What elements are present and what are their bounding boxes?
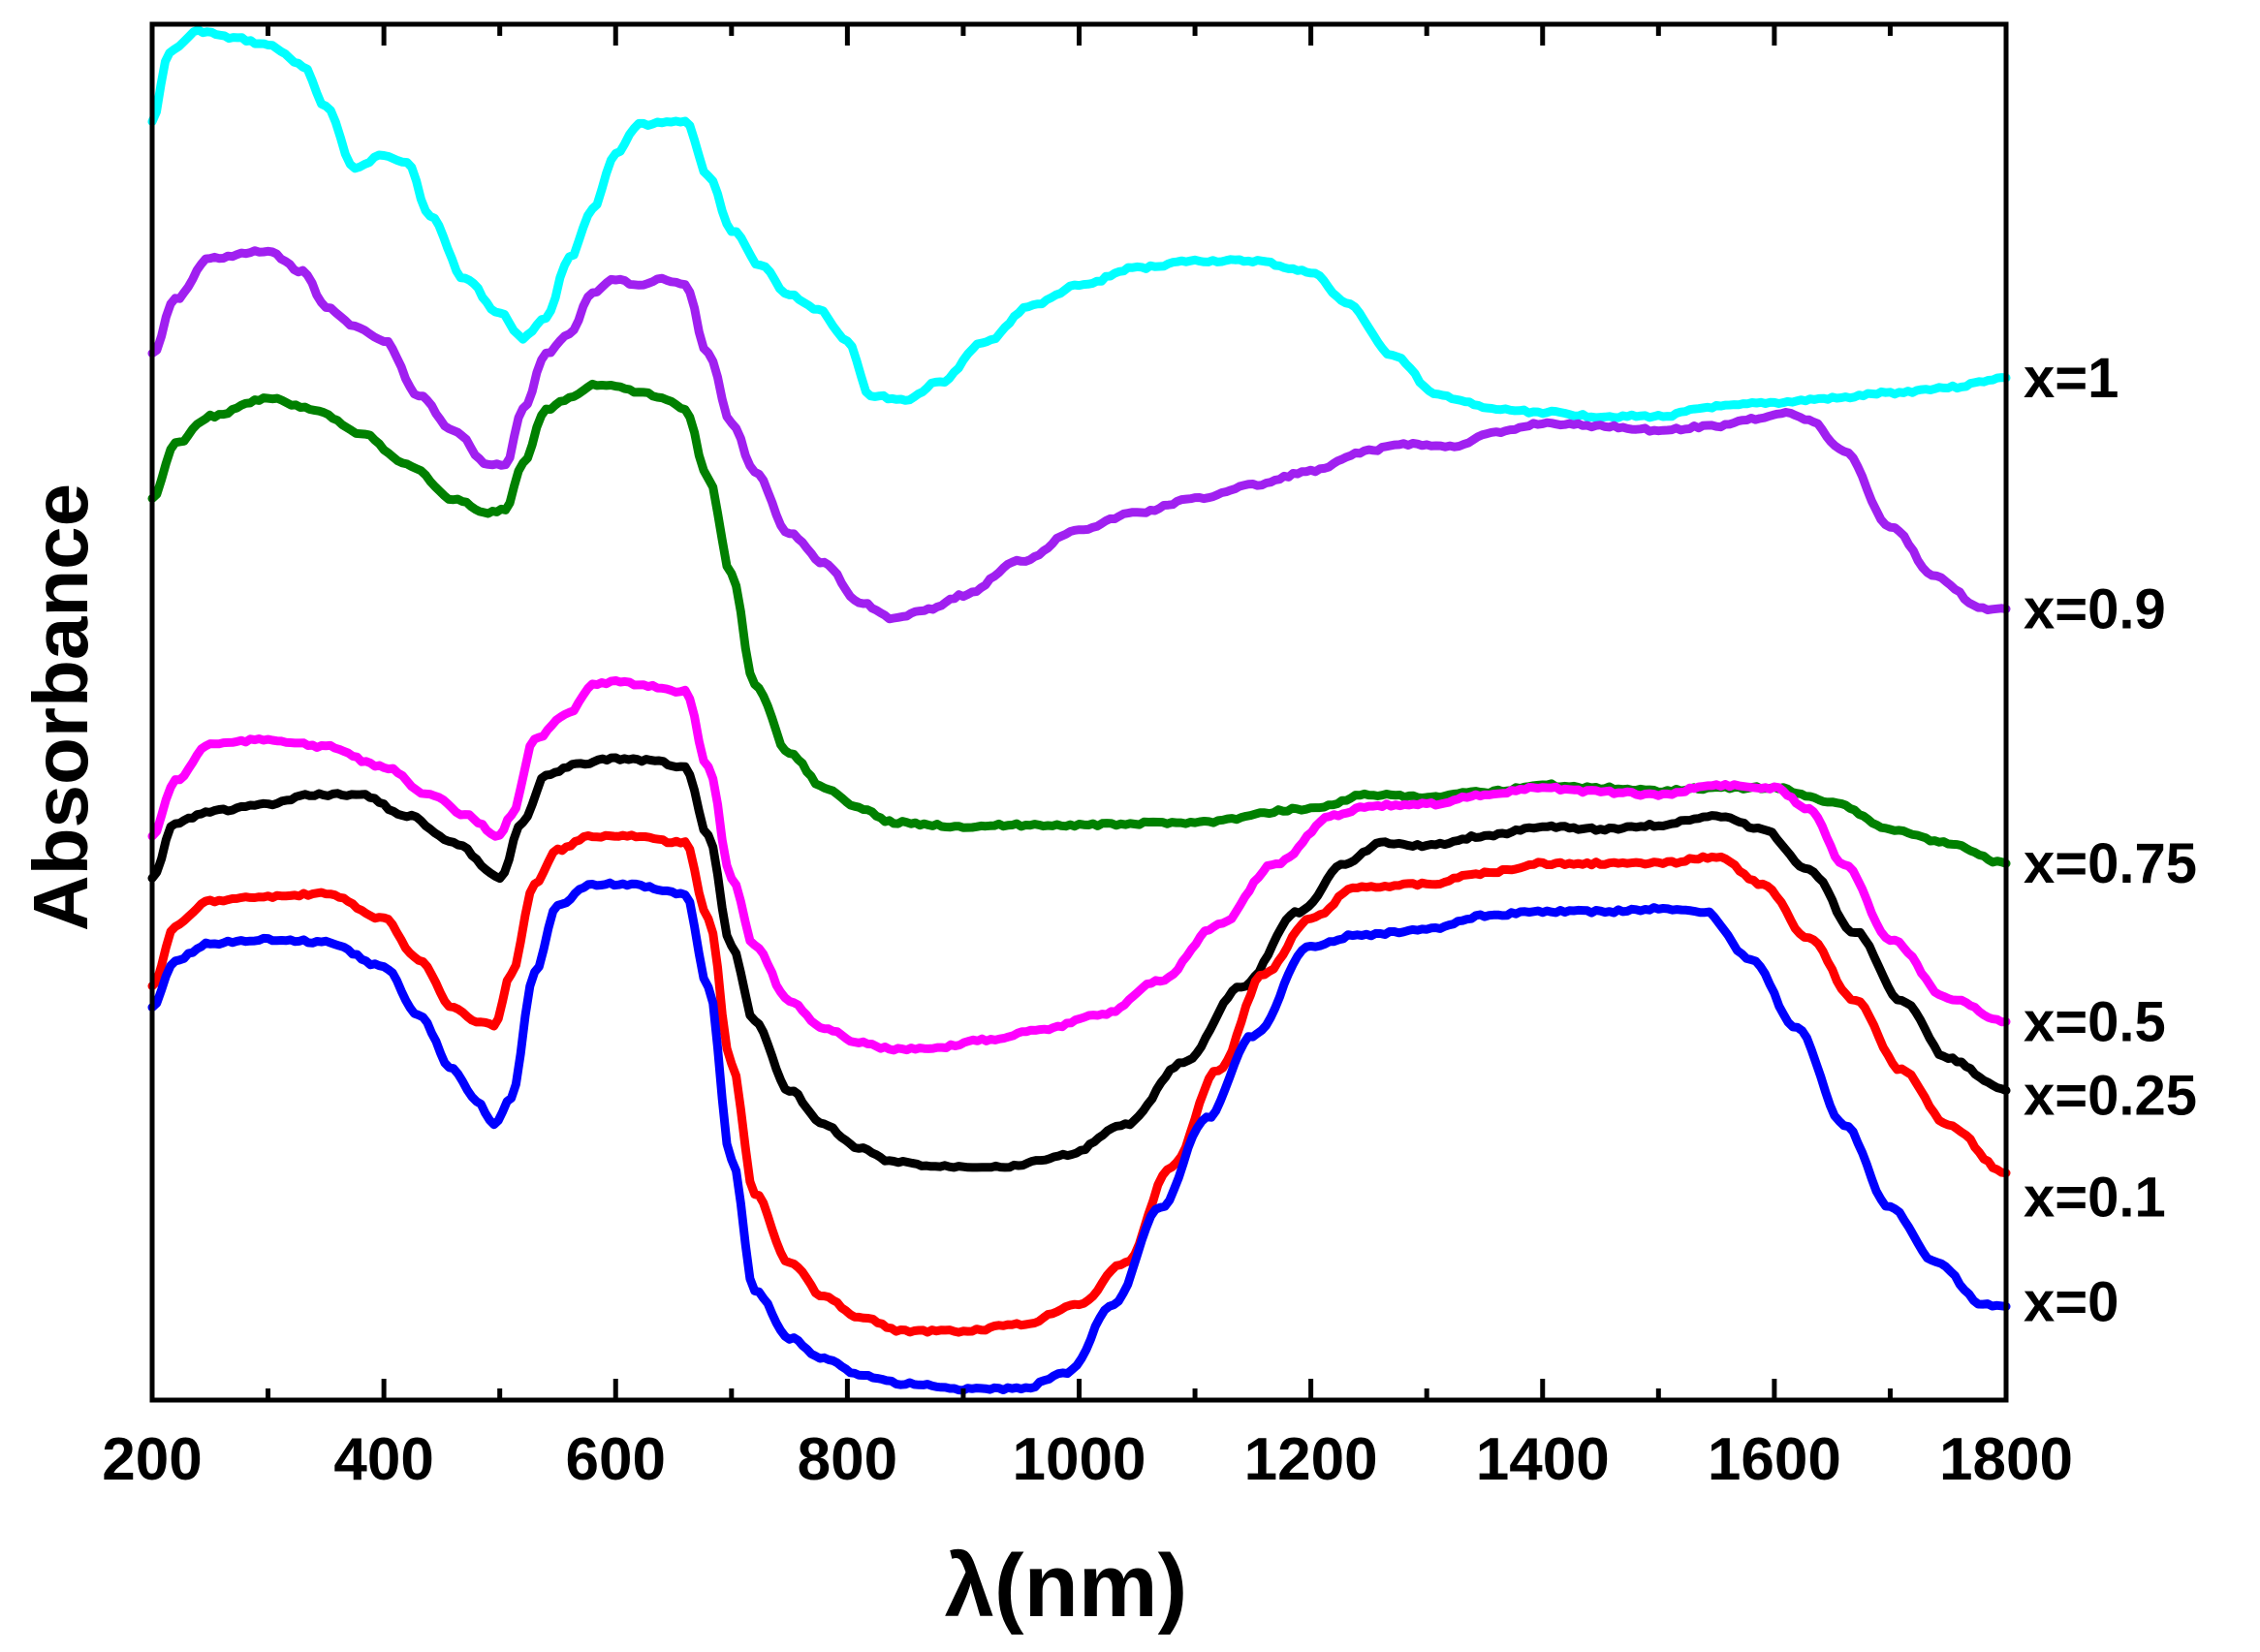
x-tick-label: 400 — [333, 1426, 433, 1493]
series-label: x=0.75 — [2024, 832, 2197, 895]
plot-frame — [149, 21, 2009, 1403]
plot-area — [147, 25, 2011, 1395]
series-label: x=0.1 — [2024, 1167, 2166, 1230]
series-line-x-0-25 — [147, 753, 2011, 1172]
x-tick-label: 1600 — [1708, 1426, 1841, 1493]
x-tick-label: 1000 — [1013, 1426, 1146, 1493]
x-tick-label: 1400 — [1476, 1426, 1610, 1493]
series-label: x=0.9 — [2024, 578, 2166, 641]
x-axis-title: λ(nm) — [945, 1537, 1187, 1636]
series-line-x-0-9 — [147, 246, 2011, 624]
series-label: x=0.5 — [2024, 991, 2166, 1054]
series-line-x-1 — [147, 25, 2011, 422]
x-tick-label: 200 — [102, 1426, 202, 1493]
x-tick-label: 800 — [798, 1426, 897, 1493]
series-line-x-0-5 — [147, 675, 2011, 1055]
series-line-x-0 — [147, 878, 2011, 1395]
x-tick-label: 1200 — [1244, 1426, 1378, 1493]
y-axis-title: Absorbance — [17, 483, 104, 931]
series-label: x=0.25 — [2024, 1065, 2197, 1128]
x-tick-label: 1800 — [1939, 1426, 2073, 1493]
series-label: x=0 — [2024, 1270, 2119, 1333]
axes: 200 400 600 800 1000 1200 1400 1600 1800 x=1 x=0.9… — [102, 21, 2197, 1493]
series-label: x=1 — [2024, 347, 2119, 410]
x-tick-label: 600 — [566, 1426, 666, 1493]
series-line-x-0-1 — [147, 830, 2011, 1337]
